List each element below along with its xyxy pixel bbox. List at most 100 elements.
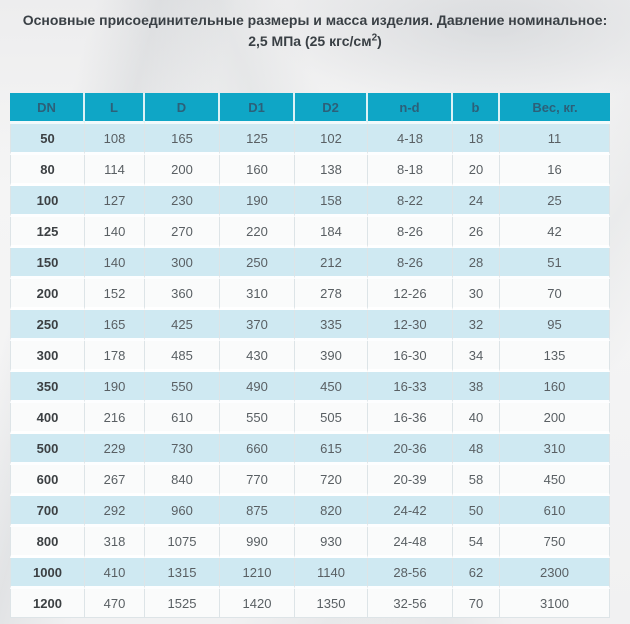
column-header-3: D1: [220, 93, 295, 124]
value-cell: 42: [500, 217, 610, 248]
value-cell: 8-22: [368, 186, 453, 217]
value-cell: 158: [295, 186, 368, 217]
table-row: 500 229 730 660 615 20-36 48 310: [10, 434, 610, 465]
value-cell: 1210: [220, 558, 295, 589]
value-cell: 127: [85, 186, 145, 217]
value-cell: 550: [220, 403, 295, 434]
value-cell: 12-26: [368, 279, 453, 310]
table-row: 400 216 610 550 505 16-36 40 200: [10, 403, 610, 434]
dn-cell: 600: [10, 465, 85, 496]
dn-cell: 350: [10, 372, 85, 403]
value-cell: 54: [453, 527, 500, 558]
value-cell: 1420: [220, 589, 295, 618]
value-cell: 16-36: [368, 403, 453, 434]
dn-cell: 1200: [10, 589, 85, 618]
value-cell: 750: [500, 527, 610, 558]
table-row: 1200 470 1525 1420 1350 32-56 70 3100: [10, 589, 610, 618]
column-header-5: n-d: [368, 93, 453, 124]
column-header-7: Вес, кг.: [500, 93, 610, 124]
dn-cell: 700: [10, 496, 85, 527]
value-cell: 990: [220, 527, 295, 558]
value-cell: 610: [500, 496, 610, 527]
value-cell: 51: [500, 248, 610, 279]
value-cell: 32: [453, 310, 500, 341]
value-cell: 4-18: [368, 124, 453, 155]
dn-cell: 1000: [10, 558, 85, 589]
value-cell: 270: [145, 217, 220, 248]
value-cell: 615: [295, 434, 368, 465]
value-cell: 310: [500, 434, 610, 465]
value-cell: 184: [295, 217, 368, 248]
dn-cell: 800: [10, 527, 85, 558]
dn-cell: 400: [10, 403, 85, 434]
value-cell: 190: [85, 372, 145, 403]
value-cell: 20: [453, 155, 500, 186]
value-cell: 770: [220, 465, 295, 496]
value-cell: 2300: [500, 558, 610, 589]
value-cell: 38: [453, 372, 500, 403]
value-cell: 135: [500, 341, 610, 372]
value-cell: 102: [295, 124, 368, 155]
dn-cell: 250: [10, 310, 85, 341]
table-row: 50 108 165 125 102 4-18 18 11: [10, 124, 610, 155]
value-cell: 930: [295, 527, 368, 558]
value-cell: 8-26: [368, 217, 453, 248]
column-header-4: D2: [295, 93, 368, 124]
value-cell: 1140: [295, 558, 368, 589]
table-row: 80 114 200 160 138 8-18 20 16: [10, 155, 610, 186]
value-cell: 58: [453, 465, 500, 496]
value-cell: 875: [220, 496, 295, 527]
column-header-6: b: [453, 93, 500, 124]
value-cell: 1350: [295, 589, 368, 618]
value-cell: 140: [85, 217, 145, 248]
value-cell: 230: [145, 186, 220, 217]
table-row: 250 165 425 370 335 12-30 32 95: [10, 310, 610, 341]
table-row: 200 152 360 310 278 12-26 30 70: [10, 279, 610, 310]
value-cell: 28: [453, 248, 500, 279]
value-cell: 390: [295, 341, 368, 372]
value-cell: 485: [145, 341, 220, 372]
value-cell: 24-42: [368, 496, 453, 527]
table-row: 600 267 840 770 720 20-39 58 450: [10, 465, 610, 496]
value-cell: 160: [500, 372, 610, 403]
value-cell: 16-33: [368, 372, 453, 403]
superscript-2: 2: [371, 32, 378, 44]
value-cell: 660: [220, 434, 295, 465]
value-cell: 178: [85, 341, 145, 372]
value-cell: 450: [500, 465, 610, 496]
value-cell: 20-39: [368, 465, 453, 496]
value-cell: 720: [295, 465, 368, 496]
value-cell: 20-36: [368, 434, 453, 465]
dn-cell: 500: [10, 434, 85, 465]
dn-cell: 200: [10, 279, 85, 310]
value-cell: 16-30: [368, 341, 453, 372]
value-cell: 18: [453, 124, 500, 155]
value-cell: 490: [220, 372, 295, 403]
value-cell: 28-56: [368, 558, 453, 589]
table-row: 150 140 300 250 212 8-26 28 51: [10, 248, 610, 279]
value-cell: 318: [85, 527, 145, 558]
value-cell: 11: [500, 124, 610, 155]
value-cell: 470: [85, 589, 145, 618]
value-cell: 212: [295, 248, 368, 279]
title-line-2: 2,5 МПа (25 кгс/см2): [248, 32, 382, 49]
value-cell: 30: [453, 279, 500, 310]
value-cell: 960: [145, 496, 220, 527]
value-cell: 34: [453, 341, 500, 372]
value-cell: 300: [145, 248, 220, 279]
value-cell: 360: [145, 279, 220, 310]
value-cell: 335: [295, 310, 368, 341]
value-cell: 138: [295, 155, 368, 186]
table-row: 700 292 960 875 820 24-42 50 610: [10, 496, 610, 527]
value-cell: 220: [220, 217, 295, 248]
value-cell: 70: [500, 279, 610, 310]
value-cell: 32-56: [368, 589, 453, 618]
value-cell: 229: [85, 434, 145, 465]
value-cell: 550: [145, 372, 220, 403]
value-cell: 152: [85, 279, 145, 310]
value-cell: 310: [220, 279, 295, 310]
value-cell: 1075: [145, 527, 220, 558]
value-cell: 730: [145, 434, 220, 465]
table-row: 125 140 270 220 184 8-26 26 42: [10, 217, 610, 248]
value-cell: 8-26: [368, 248, 453, 279]
